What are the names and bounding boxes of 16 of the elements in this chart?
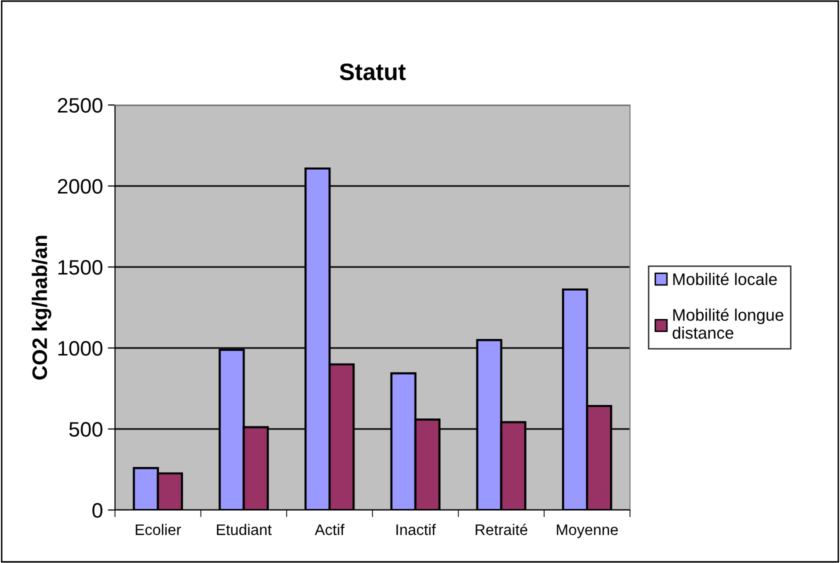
legend-label: Mobilité locale — [673, 272, 777, 286]
x-tick-label: Retraité — [476, 524, 528, 536]
x-tick-label: Actif — [314, 524, 344, 536]
chart-title: Statut — [340, 64, 406, 80]
y-axis-title: CO2 kg/hab/an — [32, 236, 52, 380]
y-tick-label: 1500 — [58, 260, 102, 275]
x-tick-label: Etudiant — [216, 524, 272, 536]
x-tick-label: Inactif — [396, 524, 436, 536]
x-tick-label: Moyenne — [556, 524, 618, 538]
y-tick-label: 2500 — [58, 98, 102, 113]
legend-label: Mobilité longue distance — [672, 308, 784, 339]
y-tick-label: 0 — [92, 503, 102, 518]
y-tick-label: 500 — [69, 422, 102, 437]
y-tick-label: 1000 — [58, 341, 102, 356]
y-tick-label: 2000 — [58, 179, 102, 194]
x-tick-label: Ecolier — [136, 524, 182, 536]
